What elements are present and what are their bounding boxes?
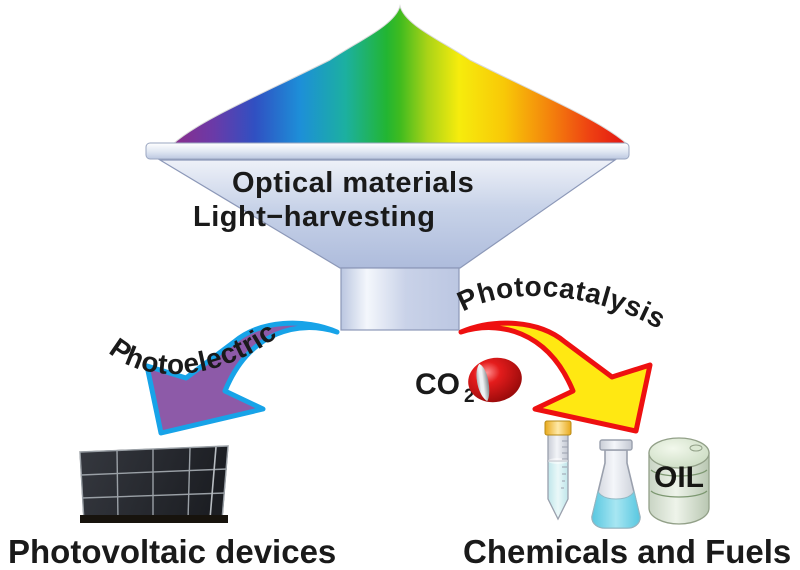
svg-text:Photovoltaic devices: Photovoltaic devices (8, 533, 336, 570)
svg-text:CO: CO (415, 368, 460, 401)
svg-text:Photoelectric: Photoelectric (104, 316, 282, 380)
svg-text:OIL: OIL (654, 461, 704, 494)
svg-text:Optical materials: Optical materials (232, 167, 474, 199)
svg-text:Chemicals and Fuels: Chemicals and Fuels (463, 533, 791, 570)
svg-text:Light−harvesting: Light−harvesting (193, 201, 435, 233)
